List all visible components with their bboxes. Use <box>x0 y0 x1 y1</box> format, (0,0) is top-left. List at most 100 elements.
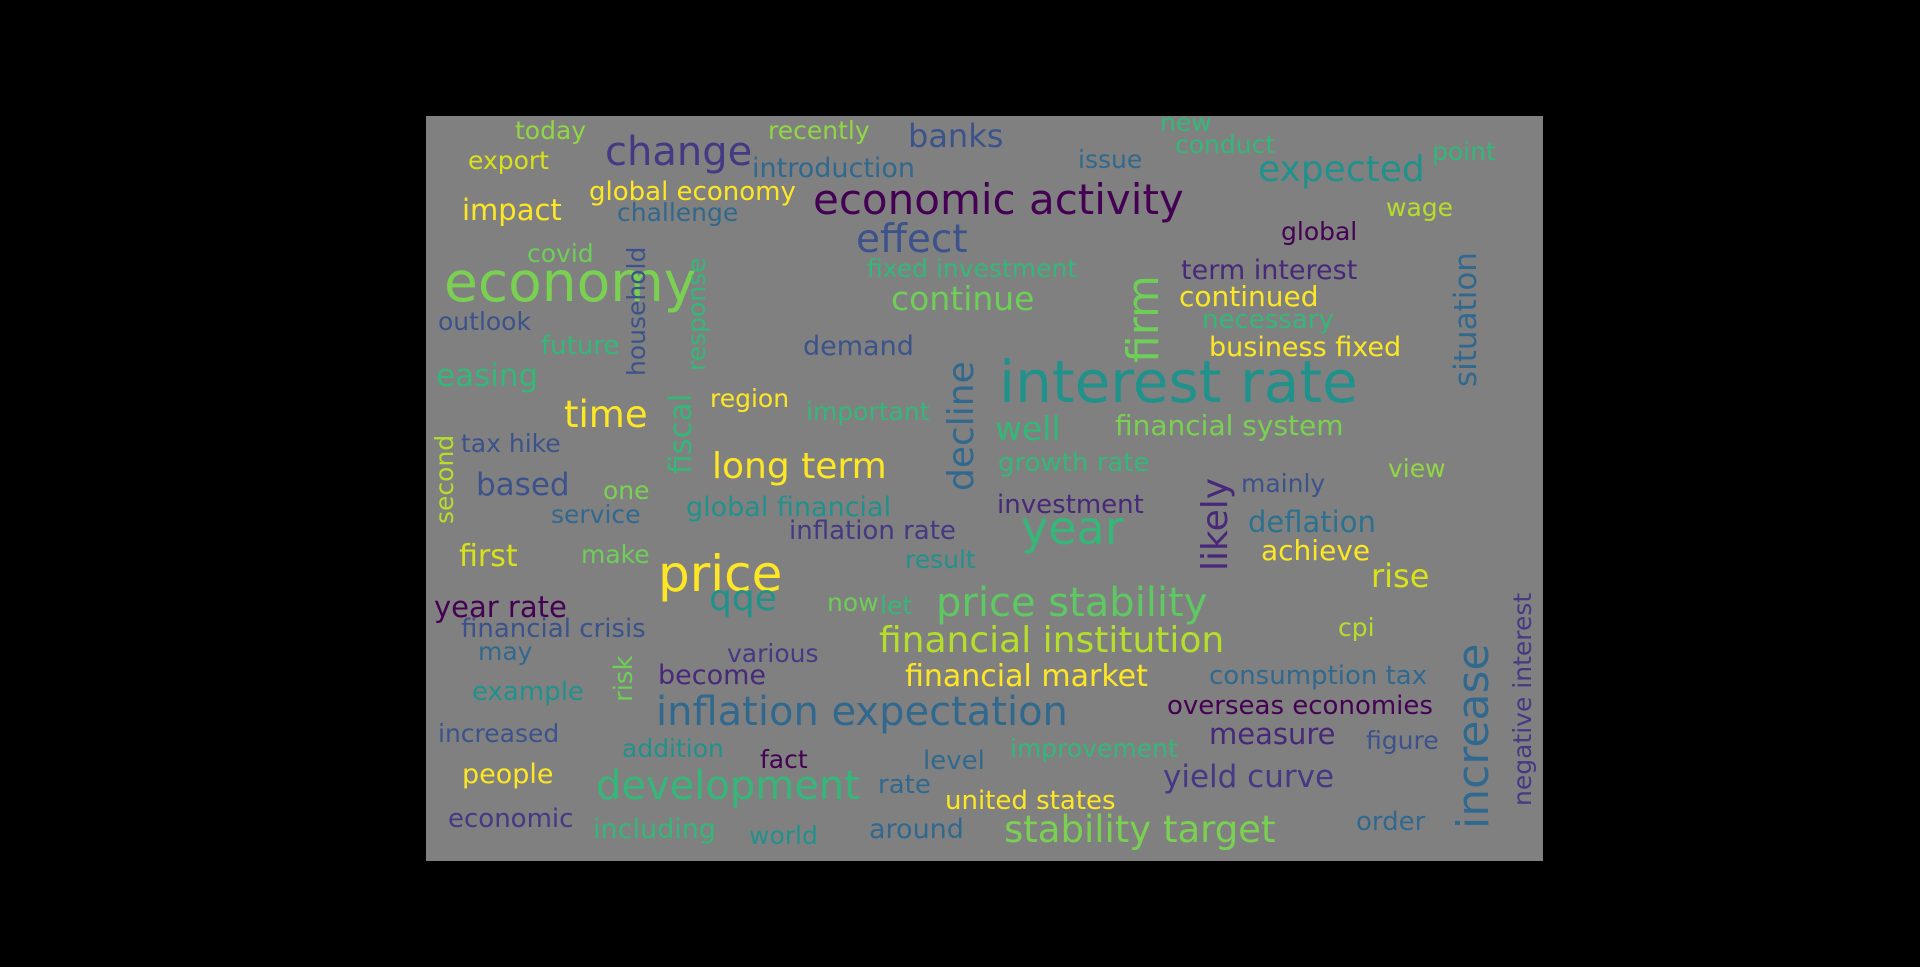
word-economic: economic <box>448 804 574 834</box>
word-recently: recently <box>768 116 870 145</box>
word-qqe: qqe <box>709 578 777 619</box>
word-global-economy: global economy <box>589 177 796 207</box>
word-change: change <box>605 129 753 175</box>
word-conduct: conduct <box>1175 130 1276 159</box>
word-term-interest: term interest <box>1181 255 1358 286</box>
word-increased: increased <box>438 719 560 748</box>
word-people: people <box>462 759 554 790</box>
word-impact: impact <box>462 193 562 227</box>
word-based: based <box>476 467 570 503</box>
word-long-term: long term <box>712 446 887 487</box>
word-interest-rate: interest rate <box>999 348 1358 416</box>
word-introduction: introduction <box>752 153 916 184</box>
word-level: level <box>923 746 985 776</box>
word-banks: banks <box>908 117 1004 155</box>
word-one: one <box>603 476 650 505</box>
word-second: second <box>430 434 459 524</box>
word-figure: figure <box>1366 726 1439 755</box>
word-make: make <box>581 540 650 569</box>
word-overseas-economies: overseas economies <box>1167 691 1433 721</box>
word-household: household <box>622 246 651 376</box>
word-new: new <box>1160 116 1212 137</box>
word-development: development <box>596 763 860 809</box>
word-first: first <box>459 539 518 574</box>
word-deflation: deflation <box>1248 505 1376 539</box>
word-view: view <box>1388 454 1446 483</box>
word-situation: situation <box>1448 252 1484 387</box>
word-issue: issue <box>1078 145 1143 174</box>
word-financial-market: financial market <box>905 659 1148 694</box>
word-financial-system: financial system <box>1115 409 1344 442</box>
word-tax-hike: tax hike <box>461 429 561 458</box>
word-necessary: necessary <box>1202 305 1334 335</box>
word-price-stability: price stability <box>936 580 1208 626</box>
word-including: including <box>593 814 716 845</box>
word-wage: wage <box>1386 193 1454 222</box>
word-improvement: improvement <box>1010 734 1178 763</box>
word-financial-crisis: financial crisis <box>461 614 646 644</box>
word-fiscal: fiscal <box>663 393 699 474</box>
word-mainly: mainly <box>1241 469 1326 498</box>
word-around: around <box>869 814 964 845</box>
word-export: export <box>468 146 549 175</box>
word-point: point <box>1432 137 1496 166</box>
word-measure: measure <box>1209 717 1336 751</box>
word-world: world <box>749 821 818 850</box>
word-response: response <box>682 257 711 371</box>
word-yield-curve: yield curve <box>1163 759 1335 795</box>
word-challenge: challenge <box>617 198 739 227</box>
word-united-states: united states <box>945 786 1116 816</box>
word-growth-rate: growth rate <box>998 448 1150 478</box>
word-become: become <box>658 660 767 691</box>
word-well: well <box>995 409 1061 448</box>
word-risk: risk <box>609 655 639 702</box>
word-fact: fact <box>760 745 808 774</box>
word-future: future <box>541 331 620 361</box>
word-consumption-tax: consumption tax <box>1209 661 1428 691</box>
word-now: now <box>827 588 879 617</box>
word-service: service <box>551 500 641 529</box>
word-global: global <box>1281 217 1358 246</box>
word-continue: continue <box>891 279 1035 318</box>
word-may: may <box>478 637 533 666</box>
word-increase: increase <box>1448 643 1499 829</box>
word-continued: continued <box>1179 280 1319 313</box>
word-inflation-expectation: inflation expectation <box>656 689 1068 735</box>
word-cloud-panel: today recently banks new conduct point e… <box>426 116 1543 861</box>
word-business-fixed: business fixed <box>1209 332 1402 363</box>
word-achieve: achieve <box>1261 534 1371 567</box>
word-price: price <box>658 545 783 603</box>
word-important: important <box>806 397 930 426</box>
word-addition: addition <box>622 734 724 763</box>
word-today: today <box>515 116 587 145</box>
word-region: region <box>710 384 790 413</box>
word-let: let <box>880 591 913 620</box>
word-year-rate: year rate <box>434 590 567 624</box>
word-rate: rate <box>878 770 931 800</box>
word-demand: demand <box>803 331 914 362</box>
word-easing: easing <box>436 358 539 394</box>
word-likely: likely <box>1195 477 1236 571</box>
word-economy: economy <box>444 250 697 314</box>
word-order: order <box>1356 807 1426 837</box>
word-negative-interest: negative interest <box>1508 592 1537 806</box>
word-investment: investment <box>997 490 1144 520</box>
word-inflation-rate: inflation rate <box>789 516 956 546</box>
word-rise: rise <box>1371 557 1430 595</box>
word-time: time <box>564 393 648 436</box>
word-cpi: cpi <box>1338 613 1375 642</box>
word-decline: decline <box>941 361 982 491</box>
word-covid: covid <box>527 239 594 268</box>
word-outlook: outlook <box>438 307 531 336</box>
word-expected: expected <box>1258 149 1425 190</box>
word-economic-activity: economic activity <box>813 175 1184 224</box>
word-fixed-investment: fixed investment <box>867 254 1078 283</box>
word-result: result <box>905 545 976 574</box>
word-effect: effect <box>856 217 968 262</box>
word-firm: firm <box>1118 275 1169 363</box>
word-stability-target: stability target <box>1004 808 1276 851</box>
word-financial-institution: financial institution <box>879 620 1225 661</box>
word-various: various <box>727 639 819 668</box>
word-year: year <box>1021 501 1124 555</box>
word-global-financial: global financial <box>686 492 892 523</box>
